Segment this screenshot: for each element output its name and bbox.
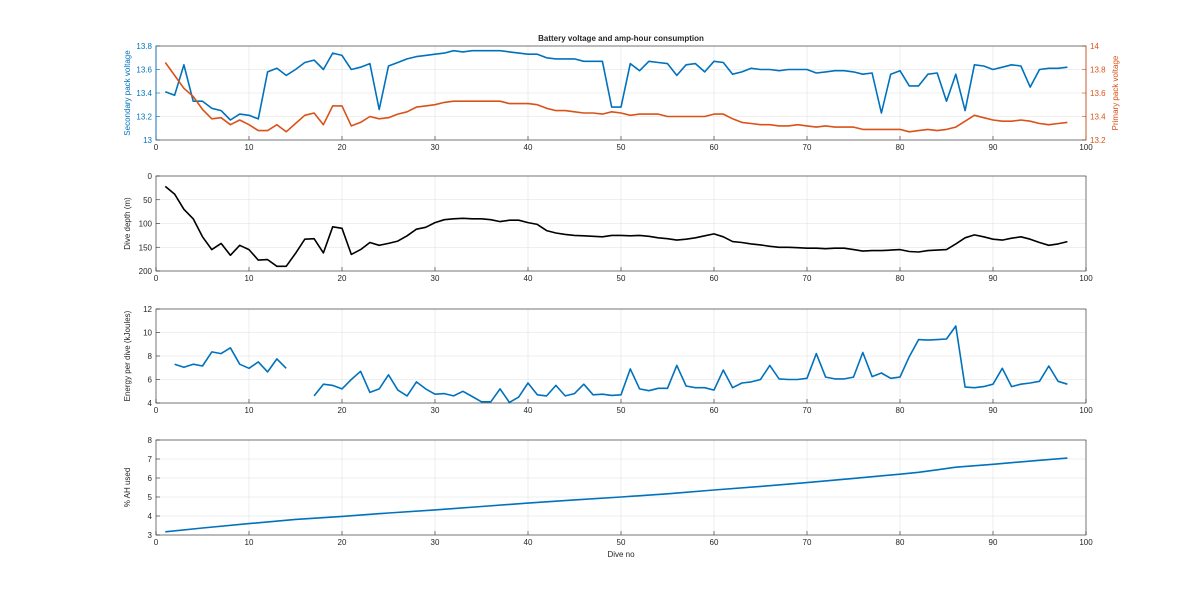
y-tick-label: 4	[148, 512, 153, 521]
y-tick-label: 13.8	[136, 42, 152, 51]
x-tick-label: 90	[989, 538, 998, 547]
x-tick-label: 40	[524, 538, 533, 547]
x-tick-label: 10	[245, 538, 254, 547]
chart-panel-3: 0 10 20 30 40 50 60 70 80 90 100 4 6 8 10 12 Energy per …	[123, 305, 1093, 415]
x-tick-label: 70	[803, 143, 812, 152]
axes-box	[155, 175, 1087, 272]
series-line-1	[164, 185, 1068, 268]
right-y-tick-label: 13.4	[1090, 113, 1106, 122]
series-line-2	[313, 325, 1068, 404]
y-tick-label: 150	[139, 243, 153, 252]
x-tick-label: 0	[154, 406, 159, 415]
y-tick-label: 5	[148, 493, 153, 502]
series-line-1	[174, 346, 287, 373]
right-y-axis-label: Primary pack voltage	[1111, 55, 1120, 130]
x-tick-label: 40	[524, 406, 533, 415]
series-line-1	[165, 457, 1068, 533]
x-tick-label: 20	[338, 274, 347, 283]
y-tick-label: 3	[148, 531, 153, 540]
x-tick-label: 100	[1079, 538, 1093, 547]
right-y-tick-label: 14	[1090, 42, 1099, 51]
right-y-tick-label: 13.2	[1090, 136, 1106, 145]
x-tick-label: 70	[803, 406, 812, 415]
x-tick-label: 0	[154, 143, 159, 152]
y-tick-label: 13	[143, 136, 152, 145]
y-tick-label: 50	[143, 196, 152, 205]
y-tick-label: 100	[139, 220, 153, 229]
x-tick-label: 60	[710, 406, 719, 415]
y-axis-label: Energy per dive (kJoules)	[123, 310, 132, 401]
x-tick-label: 80	[896, 406, 905, 415]
x-tick-label: 60	[710, 143, 719, 152]
x-tick-label: 10	[245, 406, 254, 415]
y-tick-label: 200	[139, 267, 153, 276]
x-tick-label: 60	[710, 274, 719, 283]
series-line-1	[165, 49, 1068, 121]
x-axis-label: Dive no	[607, 550, 635, 559]
chart-panels: 0 10 20 30 40 50 60 70 80 90 1001313.213.413.613.8…	[123, 42, 1120, 559]
x-tick-label: 100	[1079, 143, 1093, 152]
x-tick-label: 80	[896, 143, 905, 152]
y-tick-label: 7	[148, 455, 153, 464]
x-tick-label: 50	[617, 406, 626, 415]
x-tick-label: 0	[154, 538, 159, 547]
x-tick-label: 80	[896, 274, 905, 283]
x-tick-label: 60	[710, 538, 719, 547]
series-line-2	[164, 62, 1068, 133]
x-tick-label: 50	[617, 274, 626, 283]
x-tick-label: 10	[245, 274, 254, 283]
x-tick-label: 30	[431, 538, 440, 547]
y-tick-label: 13.2	[136, 113, 152, 122]
x-tick-label: 90	[989, 143, 998, 152]
chart-panel-4: 0 10 20 30 40 50 60 70 80 90 100 3 4 5 6 7 8 % AH used Div…	[123, 436, 1093, 559]
figure-title: Battery voltage and amp-hour consumption	[538, 34, 704, 43]
x-tick-label: 30	[431, 143, 440, 152]
y-tick-label: 13.4	[136, 89, 152, 98]
x-tick-label: 90	[989, 274, 998, 283]
x-tick-label: 100	[1079, 274, 1093, 283]
y-tick-label: 0	[148, 172, 153, 181]
x-tick-label: 50	[617, 143, 626, 152]
x-tick-label: 30	[431, 406, 440, 415]
y-axis-label: Dive depth (m)	[123, 197, 132, 250]
x-tick-label: 100	[1079, 406, 1093, 415]
y-tick-label: 8	[148, 436, 153, 445]
x-tick-label: 80	[896, 538, 905, 547]
chart-panel-1: 0 10 20 30 40 50 60 70 80 90 100 13 13.2 13.4 13.6 13.8…	[123, 42, 1120, 152]
y-tick-label: 6	[148, 376, 153, 385]
chart-panel-2: 0 10 20 30 40 50 60 70 80 90 100 0 50 100 150 200 Dive d…	[123, 172, 1093, 283]
x-tick-label: 20	[338, 406, 347, 415]
y-tick-label: 13.6	[136, 66, 152, 75]
x-tick-label: 50	[617, 538, 626, 547]
axes-box	[155, 439, 1087, 536]
x-tick-label: 20	[338, 143, 347, 152]
y-tick-label: 12	[143, 305, 152, 314]
x-tick-label: 10	[245, 143, 254, 152]
y-tick-label: 10	[143, 329, 152, 338]
x-tick-label: 0	[154, 274, 159, 283]
axes-box	[155, 308, 1087, 404]
x-tick-label: 40	[524, 143, 533, 152]
right-y-tick-label: 13.6	[1090, 89, 1106, 98]
x-tick-label: 20	[338, 538, 347, 547]
right-y-tick-label: 13.8	[1090, 66, 1106, 75]
x-tick-label: 90	[989, 406, 998, 415]
x-tick-label: 70	[803, 538, 812, 547]
y-tick-label: 6	[148, 474, 153, 483]
x-tick-label: 30	[431, 274, 440, 283]
y-axis-label: Secondary pack voltage	[123, 50, 132, 136]
y-axis-label: % AH used	[123, 468, 132, 508]
y-tick-label: 8	[148, 352, 153, 361]
x-tick-label: 40	[524, 274, 533, 283]
x-tick-label: 70	[803, 274, 812, 283]
y-tick-label: 4	[148, 399, 153, 408]
